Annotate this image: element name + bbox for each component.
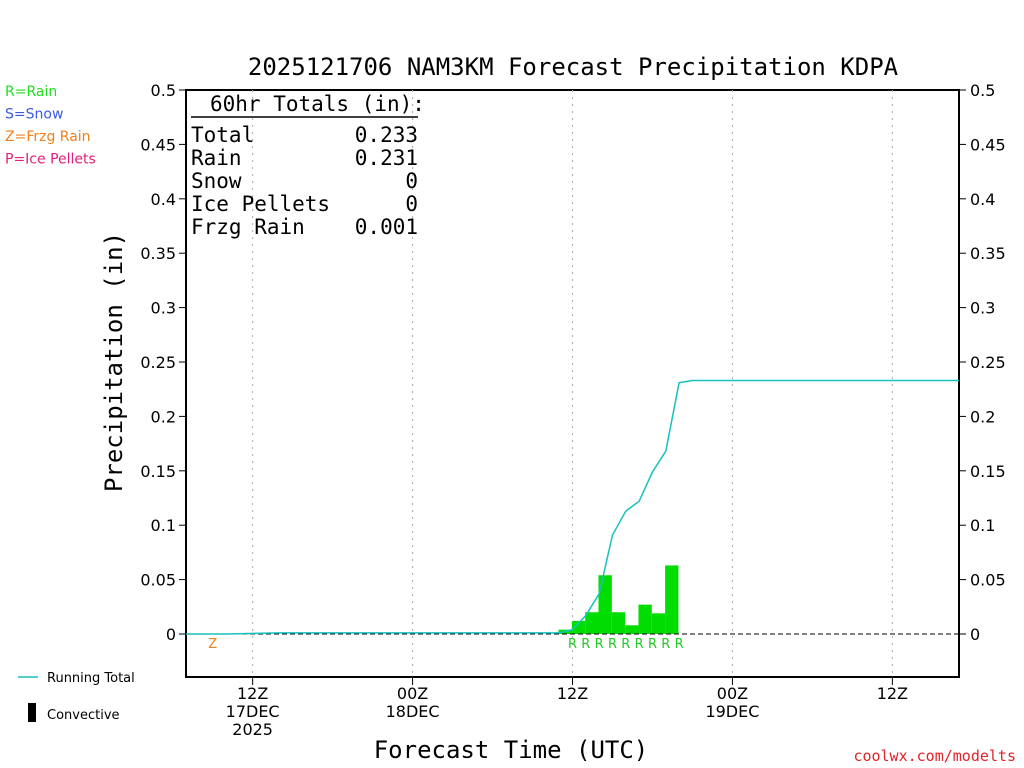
y-tick-label-right: 0.2 [970,407,995,426]
totals-box: 60hr Totals (in): Total 0.233 Rain 0.231 Sno… [191,92,425,239]
ptype-marker: R [675,637,684,652]
ptype-marker: R [621,637,630,652]
totals-header: 60hr Totals (in): [210,92,425,116]
precip-bar [665,565,679,634]
y-tick-label-left: 0.25 [140,353,176,372]
totals-row-value: 0.001 [355,215,418,239]
y-tick-label-right: 0 [970,625,980,644]
ptype-marker: R [661,637,670,652]
running-total-polyline [186,379,959,635]
precip-bar [571,620,586,634]
precip-type-legend-item: S=Snow [5,107,63,123]
totals-row-label: Rain [191,146,242,170]
x-axis-label: Forecast Time (UTC) [374,736,649,764]
grid-lines [252,90,893,677]
y-axis-right-ticks: 0.5 0.45 0.4 0.35 0.3 0.25 0.2 0.15 0.1 0.05 0 [959,81,1006,644]
y-tick-label-left: 0 [166,625,176,644]
running-total-legend-label: Running Total [47,671,135,686]
x-tick-label: 00Z [397,684,428,703]
y-tick-label-left: 0.1 [151,516,176,535]
precip-type-legend-item: R=Rain [5,84,57,100]
x-tick-label: 19DEC [705,702,759,721]
ptype-marker: Z [208,637,217,652]
x-tick-label: 12Z [557,684,588,703]
y-tick-label-left: 0.2 [151,407,176,426]
running-total-line [186,379,959,635]
y-tick-label-right: 0.3 [970,299,995,318]
ptype-marker: R [581,637,590,652]
y-tick-label-right: 0.05 [970,571,1006,590]
bottom-legend: Running Total Convective [18,671,135,723]
precip-bar [651,613,666,634]
y-tick-label-right: 0.25 [970,353,1006,372]
totals-row-label: Total [191,123,254,147]
precip-bar [585,612,599,634]
y-tick-label-right: 0.5 [970,81,995,100]
y-tick-label-left: 0.3 [151,299,176,318]
x-tick-label: 12Z [237,684,268,703]
source-credit: coolwx.com/modelts [853,747,1016,765]
chart-title: 2025121706 NAM3KM Forecast Precipitation… [248,53,899,81]
convective-legend-swatch [28,703,36,722]
ptype-marker: R [595,637,604,652]
hourly-precip-bars [558,565,679,634]
totals-row-value: 0.233 [355,123,418,147]
y-tick-label-right: 0.35 [970,244,1006,263]
convective-legend-label: Convective [47,708,120,723]
precip-type-legend-item: Z=Frzg Rain [5,129,91,145]
totals-row-label: Snow [191,169,242,193]
ptype-marker: R [568,637,577,652]
totals-row-label: Frzg Rain [191,215,305,239]
precip-type-legend-item: P=Ice Pellets [5,152,96,168]
precip-bar [638,604,652,634]
totals-row-value: 0 [405,169,418,193]
y-axis-label: Precipitation (in) [100,232,128,492]
totals-row-label: Ice Pellets [191,192,330,216]
x-tick-label: 00Z [717,684,748,703]
y-tick-label-left: 0.5 [151,81,176,100]
y-tick-label-left: 0.05 [140,571,176,590]
y-tick-label-right: 0.4 [970,190,995,209]
x-tick-label: 12Z [877,684,908,703]
ptype-marker: R [608,637,617,652]
y-tick-label-right: 0.15 [970,462,1006,481]
y-axis-left-ticks: 0.5 0.45 0.4 0.35 0.3 0.25 0.2 0.15 0.1 0.05 0 [140,81,186,644]
precip-bar [598,575,612,634]
x-tick-label: 17DEC [226,702,280,721]
ptype-marker: R [635,637,644,652]
precip-bar [611,612,626,634]
ptype-marker: R [648,637,657,652]
x-tick-label: 2025 [232,720,273,739]
y-tick-label-right: 0.1 [970,516,995,535]
precip-type-legend: R=Rain S=Snow Z=Frzg Rain P=Ice Pellets [5,84,96,168]
y-tick-label-left: 0.35 [140,244,176,263]
y-tick-label-left: 0.15 [140,462,176,481]
totals-row-value: 0 [405,192,418,216]
y-tick-label-right: 0.45 [970,135,1006,154]
x-tick-label: 18DEC [386,702,440,721]
y-tick-label-left: 0.4 [151,190,176,209]
totals-row-value: 0.231 [355,146,418,170]
y-tick-label-left: 0.45 [140,135,176,154]
precip-bar [625,625,639,634]
